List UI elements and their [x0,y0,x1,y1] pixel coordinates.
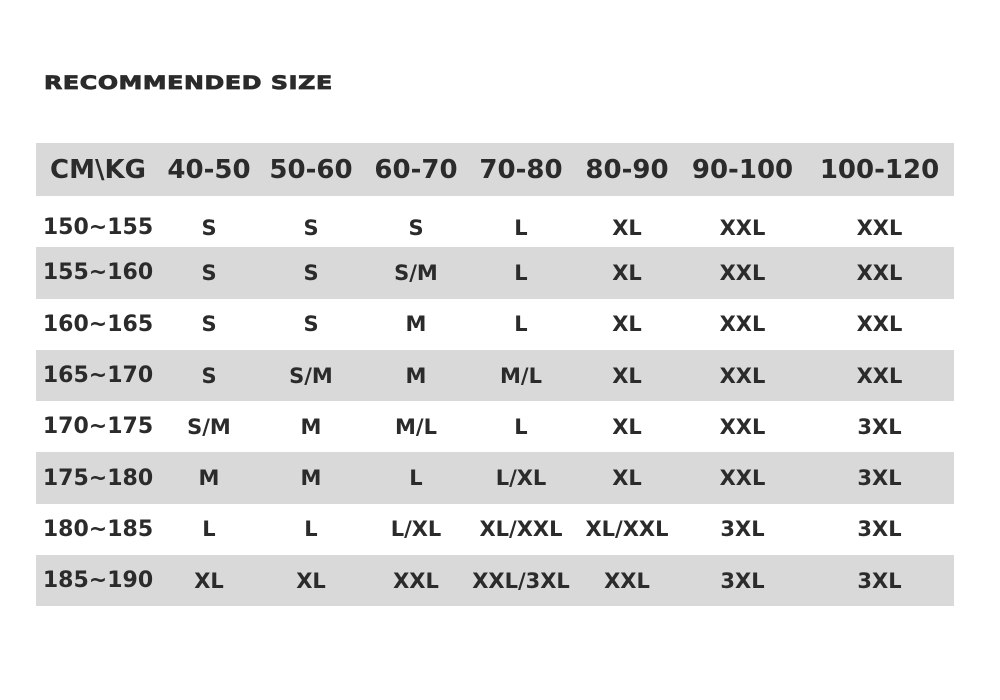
size-cell: 3XL [720,568,765,593]
size-cell: XL [612,466,642,491]
size-cell: 3XL [857,414,902,439]
size-cell: L [514,312,528,337]
size-cell: L/XL [390,517,442,542]
size-cell: XXL [856,260,903,285]
header-row: CM\KG 40-50 50-60 60-70 70-80 80-90 90-100 100-… [36,143,954,196]
size-cell: XXL [719,260,766,285]
size-cell: S [408,215,424,240]
size-cell: XXL [604,568,650,593]
size-cell: XXL/3XL [472,568,570,593]
table-row: 185~190 XL XL XXL XXL/3XL XXL 3XL 3XL [36,555,954,607]
size-cell: S/M [187,414,231,439]
size-cell: XXL [719,414,766,439]
size-cell: XL [612,312,642,337]
size-cell: 3XL [857,568,902,593]
size-cell: S [303,312,319,337]
size-cell: XL [194,568,224,593]
header-cell-weight: 100-120 [819,154,940,185]
size-cell: M [300,414,322,439]
table-row: 160~165 S S M L XL XXL XXL [36,299,954,350]
size-cell: M/L [500,363,542,388]
size-cell: L [514,260,528,285]
size-cell: XL [612,363,642,388]
size-cell: M [405,363,427,388]
table-row: 170~175 S/M M M/L L XL XXL 3XL [36,401,954,452]
size-cell: M [198,466,220,491]
header-cell-weight: 70-80 [479,154,563,185]
size-cell: S [303,215,319,240]
size-cell: L [304,517,318,542]
header-cell-weight: 50-60 [269,154,353,185]
height-cell: 175~180 [42,465,154,491]
size-cell: L [514,414,528,439]
size-chart-table: CM\KG 40-50 50-60 60-70 70-80 80-90 90-100 100-… [36,143,954,607]
header-cell-weight: 60-70 [374,154,458,185]
table-row: 155~160 S S S/M L XL XXL XXL [36,247,954,299]
header-cell-height-weight: CM\KG [50,154,146,185]
height-cell: 155~160 [42,260,154,286]
size-cell: S [201,363,217,388]
size-cell: L [409,466,423,491]
table-row: 175~180 M M L L/XL XL XXL 3XL [36,452,954,504]
size-cell: XL [612,260,642,285]
size-cell: S/M [394,260,438,285]
size-cell: 3XL [857,517,902,542]
size-cell: S/M [289,363,333,388]
height-cell: 185~190 [42,568,154,594]
size-cell: S [201,260,217,285]
size-cell: M [300,466,322,491]
height-cell: 150~155 [42,215,154,241]
size-cell: S [201,215,217,240]
height-cell: 170~175 [42,414,154,440]
size-cell: XXL [856,312,903,337]
table-row: 150~155 S S S L XL XXL XXL [36,196,954,247]
size-cell: XXL [856,363,903,388]
size-cell: XL/XXL [585,517,669,542]
height-cell: 180~185 [42,516,154,542]
size-cell: XXL [719,363,766,388]
header-cell-weight: 80-90 [585,154,669,185]
size-cell: 3XL [857,466,902,491]
size-cell: 3XL [720,517,765,542]
size-cell: XL [296,568,326,593]
size-cell: XXL [393,568,439,593]
header-cell-weight: 90-100 [691,154,794,185]
size-cell: M [405,312,427,337]
size-cell: XXL [719,215,766,240]
table-row: 165~170 S S/M M M/L XL XXL XXL [36,349,954,402]
size-cell: S [201,312,217,337]
size-cell: XL/XXL [479,517,563,542]
size-cell: L [202,517,216,542]
size-cell: XL [612,215,642,240]
size-cell: XXL [856,215,903,240]
size-cell: S [303,260,319,285]
size-cell: L/XL [495,466,547,491]
size-cell: XXL [719,312,766,337]
size-cell: XXL [719,466,766,491]
size-cell: XL [612,414,642,439]
height-cell: 165~170 [42,363,154,389]
height-cell: 160~165 [42,311,154,337]
size-cell: L [514,215,528,240]
header-cell-weight: 40-50 [167,154,251,185]
table-row: 180~185 L L L/XL XL/XXL XL/XXL 3XL 3XL [36,504,954,555]
page-title: RECOMMENDED SIZE [43,72,333,95]
size-cell: M/L [395,414,437,439]
